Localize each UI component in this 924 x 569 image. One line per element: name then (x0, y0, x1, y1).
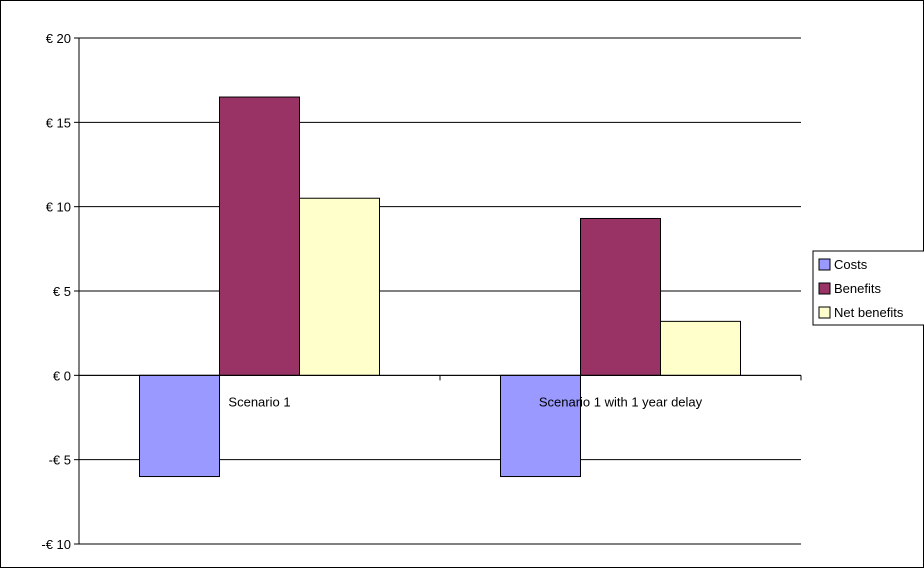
y-axis: € 20 € 15 € 10 € 5 € 0 -€ 5 -€ 10 (41, 31, 80, 552)
bar-costs (139, 374, 220, 478)
legend-swatch (818, 306, 831, 319)
y-tick-label: € 20 (46, 31, 71, 46)
y-tick-label: € 0 (53, 368, 71, 383)
y-tick-label: € 15 (46, 115, 71, 130)
y-tick-label: € 5 (53, 284, 71, 299)
y-tick-label: -€ 10 (41, 537, 71, 552)
y-tick-label: € 10 (46, 200, 71, 215)
legend-box (812, 250, 924, 326)
legend-swatch (818, 258, 831, 271)
x-axis (78, 374, 802, 381)
bar-costs (500, 374, 581, 478)
category-label: Scenario 1 with 1 year delay (539, 394, 703, 409)
legend-label: Costs (834, 257, 868, 272)
legend-label: Net benefits (834, 305, 904, 320)
category-labels: Scenario 1 Scenario 1 with 1 year delay (228, 394, 702, 409)
bar-net-benefits (299, 197, 380, 376)
bars (139, 96, 741, 478)
legend-swatch (818, 282, 831, 295)
category-label: Scenario 1 (228, 394, 290, 409)
legend: Costs Benefits Net benefits (812, 250, 924, 326)
y-tick-label: -€ 5 (49, 453, 71, 468)
bar-benefits (580, 217, 661, 376)
legend-label: Benefits (834, 281, 881, 296)
bar-net-benefits (660, 320, 741, 376)
bar-benefits (219, 96, 300, 376)
